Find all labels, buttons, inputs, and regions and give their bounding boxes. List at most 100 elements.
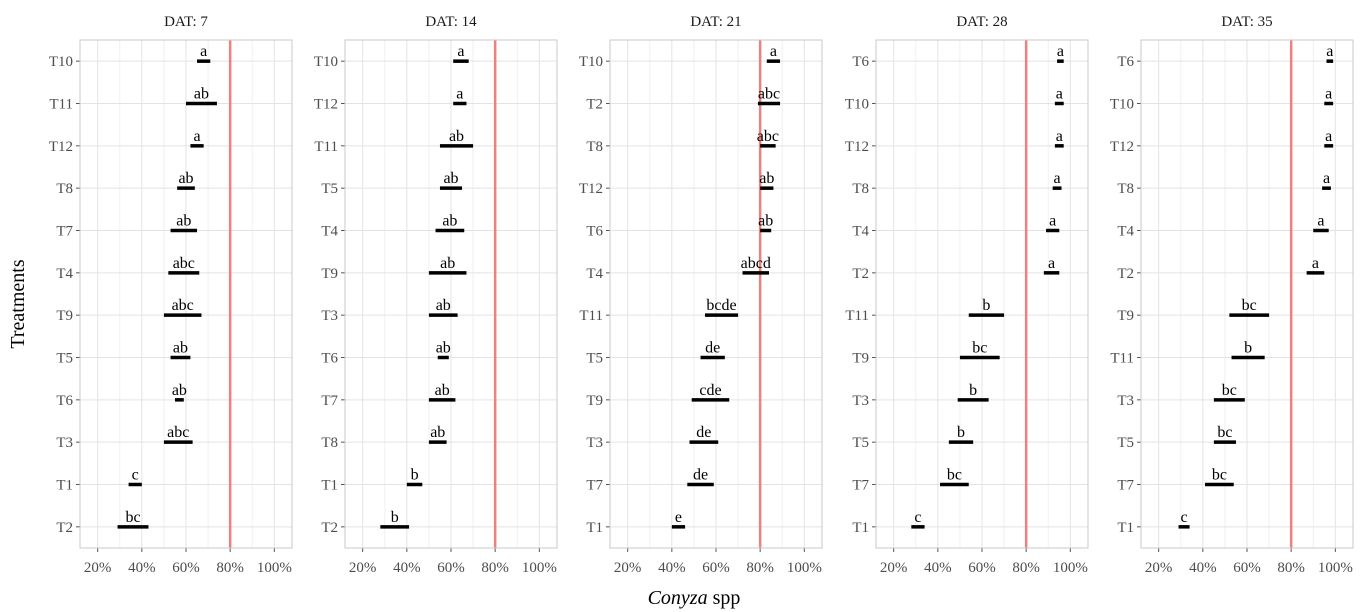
significance-label: a [1057,43,1064,60]
significance-label: ab [436,340,451,357]
x-tick-label: 80% [1012,560,1040,576]
facet-title: DAT: 35 [1221,14,1272,30]
significance-label: a [1325,128,1332,145]
x-tick-label: 20% [880,560,908,576]
significance-label: bc [1212,467,1227,484]
significance-label: c [914,509,921,526]
y-tick-label: T12 [314,97,338,113]
significance-label: a [1056,128,1063,145]
x-tick-label: 80% [216,560,244,576]
significance-label: b [957,424,965,441]
y-tick-label: T11 [1110,351,1134,367]
significance-label: ab [759,170,774,187]
y-tick-label: T5 [1117,435,1134,451]
significance-label: ab [172,382,187,399]
significance-label: ab [430,424,445,441]
x-tick-label: 20% [84,560,112,576]
significance-label: a [200,43,207,60]
y-tick-label: T3 [56,435,73,451]
y-tick-label: T12 [49,139,73,155]
y-tick-label: T9 [852,351,869,367]
y-tick-label: T6 [321,351,338,367]
y-tick-label: T9 [1117,308,1134,324]
significance-label: abc [758,86,780,103]
significance-label: bc [1242,297,1257,314]
significance-label: b [411,467,419,484]
significance-label: bcde [706,297,736,314]
significance-label: ab [178,170,193,187]
significance-label: ab [443,170,458,187]
x-tick-label: 20% [349,560,377,576]
y-tick-label: T3 [852,393,869,409]
significance-label: bc [1217,424,1232,441]
significance-label: de [693,467,708,484]
significance-label: a [1054,170,1061,187]
y-tick-label: T8 [1117,181,1134,197]
x-tick-label: 100% [1053,560,1088,576]
significance-label: cde [699,382,721,399]
y-tick-label: T12 [845,139,869,155]
x-tick-label: 40% [924,560,952,576]
y-tick-label: T2 [56,520,73,536]
significance-label: bc [972,340,987,357]
y-tick-label: T6 [586,224,603,240]
significance-label: abcd [741,255,771,272]
y-tick-label: T5 [852,435,869,451]
significance-label: ab [436,297,451,314]
significance-label: bc [1222,382,1237,399]
y-tick-label: T11 [845,308,869,324]
facet-panel: DAT: 35 20% 40% 60% 80% 100% T6 T10 T12 T8 T4 T2 T9 T… [1110,14,1354,576]
significance-label: b [391,509,399,526]
y-tick-label: T7 [586,478,603,494]
x-axis-title-rest: spp [708,587,741,609]
x-tick-label: 60% [968,560,996,576]
significance-label: ab [173,340,188,357]
y-tick-label: T3 [586,435,603,451]
significance-label: bc [125,509,140,526]
y-tick-label: T5 [56,351,73,367]
significance-label: ab [435,382,450,399]
significance-label: b [969,382,977,399]
x-tick-label: 40% [393,560,421,576]
x-tick-label: 60% [702,560,730,576]
y-tick-label: T6 [56,393,73,409]
y-axis-title: Treatments [7,259,29,348]
panel-border [1140,39,1354,549]
significance-label: a [1325,86,1332,103]
y-tick-label: T2 [1117,266,1134,282]
significance-label: a [1317,213,1324,230]
y-tick-label: T4 [586,266,603,282]
y-tick-label: T10 [845,97,869,113]
y-tick-label: T2 [321,520,338,536]
facet-title: DAT: 7 [164,14,208,30]
significance-label: a [1312,255,1319,272]
y-tick-label: T2 [586,97,603,113]
significance-label: a [1326,43,1333,60]
y-tick-label: T4 [1117,224,1134,240]
significance-label: ab [758,213,773,230]
x-tick-label: 80% [1277,560,1305,576]
significance-label: de [705,340,720,357]
y-tick-label: T6 [1117,54,1134,70]
significance-label: bc [947,467,962,484]
x-tick-label: 40% [128,560,156,576]
x-tick-label: 100% [1318,560,1353,576]
x-tick-label: 40% [1189,560,1217,576]
significance-label: a [1049,213,1056,230]
significance-label: a [456,86,463,103]
y-tick-label: T7 [321,393,338,409]
significance-label: b [1244,340,1252,357]
y-tick-label: T4 [56,266,73,282]
y-tick-label: T11 [49,97,73,113]
facet-title: DAT: 14 [425,14,477,30]
x-tick-label: 20% [1145,560,1173,576]
panel-border [344,39,558,549]
y-tick-label: T9 [56,308,73,324]
significance-label: a [1323,170,1330,187]
significance-label: abc [172,297,194,314]
significance-label: abc [167,424,189,441]
panel-border [875,39,1089,549]
significance-label: ab [449,128,464,145]
significance-label: e [675,509,682,526]
